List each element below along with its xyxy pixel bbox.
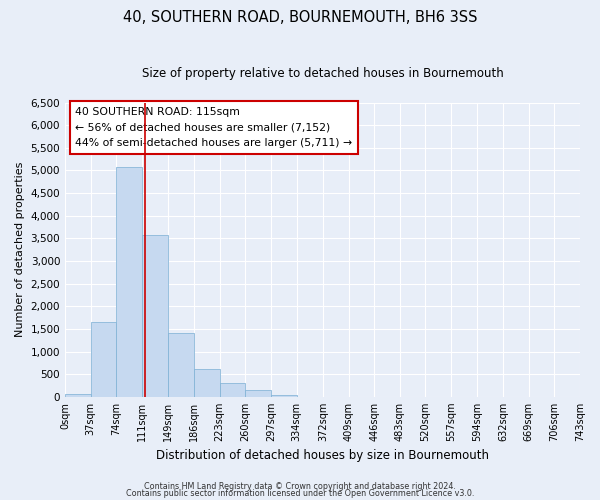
Title: Size of property relative to detached houses in Bournemouth: Size of property relative to detached ho… bbox=[142, 68, 503, 80]
Bar bbox=[245, 390, 271, 397]
Bar bbox=[65, 394, 91, 397]
Bar bbox=[116, 167, 142, 397]
Text: Contains public sector information licensed under the Open Government Licence v3: Contains public sector information licen… bbox=[126, 489, 474, 498]
Bar bbox=[271, 394, 296, 397]
Text: Contains HM Land Registry data © Crown copyright and database right 2024.: Contains HM Land Registry data © Crown c… bbox=[144, 482, 456, 491]
Bar bbox=[142, 234, 169, 397]
Bar bbox=[220, 383, 245, 397]
Text: 40 SOUTHERN ROAD: 115sqm
← 56% of detached houses are smaller (7,152)
44% of sem: 40 SOUTHERN ROAD: 115sqm ← 56% of detach… bbox=[76, 107, 352, 148]
X-axis label: Distribution of detached houses by size in Bournemouth: Distribution of detached houses by size … bbox=[156, 450, 489, 462]
Y-axis label: Number of detached properties: Number of detached properties bbox=[15, 162, 25, 338]
Bar bbox=[91, 322, 116, 397]
Bar bbox=[169, 332, 194, 397]
Bar bbox=[194, 369, 220, 397]
Text: 40, SOUTHERN ROAD, BOURNEMOUTH, BH6 3SS: 40, SOUTHERN ROAD, BOURNEMOUTH, BH6 3SS bbox=[123, 10, 477, 25]
